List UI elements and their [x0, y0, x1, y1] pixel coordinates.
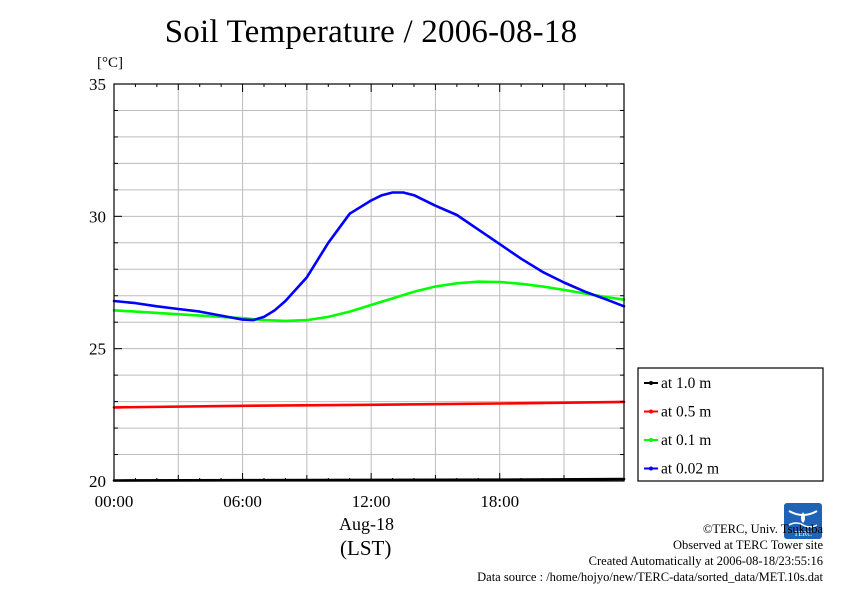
legend-box: [637, 367, 824, 482]
y-tick-label: 20: [89, 472, 106, 491]
legend-label: at 0.02 m: [661, 461, 719, 478]
series-line-at-1-0-m: [112, 477, 626, 482]
data-source-text: Data source : /home/hojyo/new/TERC-data/…: [477, 570, 823, 584]
legend-entry: at 0.1 m: [644, 432, 711, 449]
plot-frame: [113, 83, 625, 482]
y-tick-label: 30: [89, 207, 106, 226]
x-tick-label: 06:00: [223, 492, 262, 511]
y-tick-label: 35: [89, 75, 106, 94]
series-lines: [112, 191, 626, 482]
terc-logo-icon: TERC: [784, 503, 822, 539]
series-line-at-0-5-m: [112, 400, 626, 409]
legend-entry: at 1.0 m: [644, 375, 711, 392]
series-line-at-0-02-m: [112, 191, 626, 322]
legend: at 1.0 m at 0.5 m at 0.1 m at 0.02 m: [637, 367, 824, 482]
x-tick-label: 12:00: [352, 492, 391, 511]
y-axis-unit-label: [°C]: [97, 55, 123, 71]
tick-labels: 20 25 30 35 00:00 06:00 12:00 18:00: [89, 75, 519, 511]
site-text: Observed at TERC Tower site: [672, 538, 823, 552]
legend-label: at 1.0 m: [661, 375, 711, 392]
x-tick-label: 00:00: [95, 492, 134, 511]
copyright-text: ©TERC, Univ. Tsukuba: [702, 522, 823, 536]
chart-title: Soil Temperature / 2006-08-18: [164, 14, 578, 50]
legend-label: at 0.1 m: [661, 432, 711, 449]
y-tick-label: 25: [89, 340, 106, 359]
grid-lines: [114, 84, 624, 481]
created-timestamp: Created Automatically at 2006-08-18/23:5…: [588, 554, 823, 568]
x-axis-date-label: Aug-18: [339, 514, 394, 534]
x-axis-timezone-label: (LST): [340, 536, 392, 560]
credits-block: ©TERC, Univ. Tsukuba Observed at TERC To…: [477, 521, 823, 585]
axis-ticks: [113, 83, 624, 482]
series-line-at-0-1-m: [112, 280, 626, 323]
x-tick-label: 18:00: [480, 492, 519, 511]
logo-text: TERC: [794, 530, 812, 538]
legend-label: at 0.5 m: [661, 404, 711, 421]
legend-entry: at 0.5 m: [644, 404, 711, 421]
legend-entry: at 0.02 m: [644, 461, 719, 478]
